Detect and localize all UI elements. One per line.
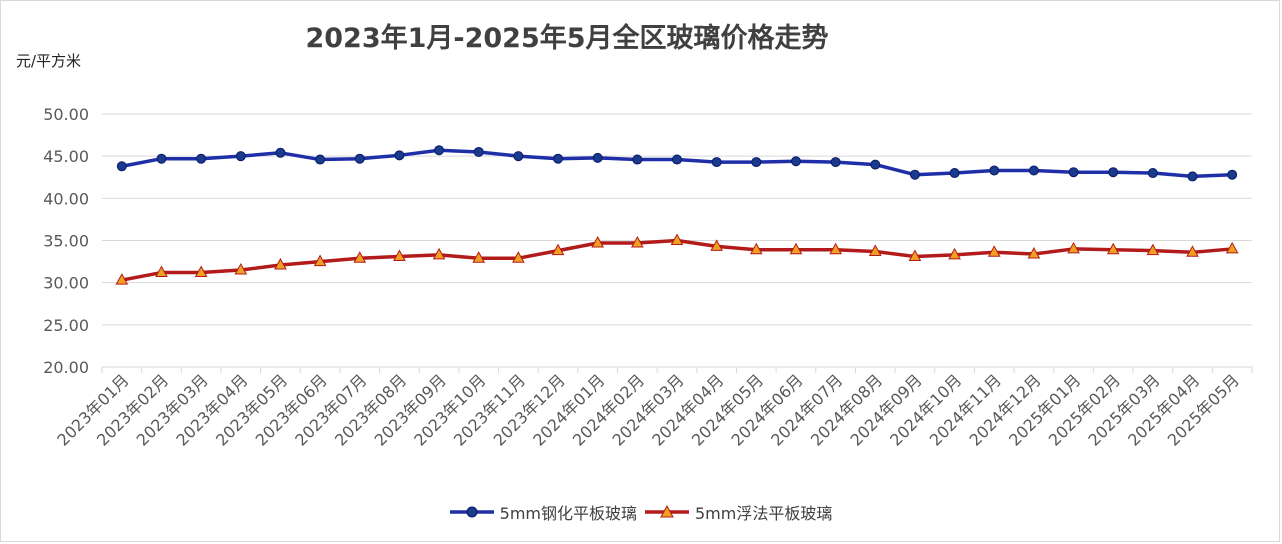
- data-point: [393, 249, 406, 262]
- data-point: [472, 251, 486, 263]
- data-point: [949, 168, 960, 179]
- legend-line-triangle-icon: [645, 504, 689, 518]
- data-point: [513, 151, 524, 162]
- data-point: [432, 247, 446, 260]
- data-point: [1028, 165, 1039, 176]
- chart-legend: 5mm钢化平板玻璃 5mm浮法平板玻璃: [0, 500, 1282, 524]
- data-point: [790, 156, 801, 167]
- data-point: [711, 157, 722, 168]
- legend-label-tempered: 5mm钢化平板玻璃: [499, 504, 637, 523]
- data-point: [672, 154, 682, 165]
- legend-item-tempered: 5mm钢化平板玻璃: [449, 500, 637, 524]
- data-point: [670, 233, 684, 245]
- legend-item-float: 5mm浮法平板玻璃: [645, 500, 832, 524]
- chart-title: 2023年1月-2025年5月全区玻璃价格走势: [305, 23, 829, 54]
- data-point: [1108, 167, 1119, 178]
- data-point: [591, 235, 605, 248]
- data-point: [632, 154, 643, 165]
- data-point: [592, 152, 603, 163]
- data-point: [115, 273, 129, 285]
- data-point: [116, 161, 127, 172]
- data-point: [1187, 171, 1198, 182]
- data-point: [235, 151, 246, 162]
- data-point: [948, 247, 961, 260]
- data-point: [353, 251, 367, 263]
- data-point: [234, 262, 248, 275]
- data-point: [196, 153, 207, 164]
- y-tick-label: 45.00: [43, 147, 89, 166]
- legend-line-circle-icon: [449, 506, 494, 518]
- data-point: [908, 249, 922, 262]
- data-point: [434, 145, 445, 156]
- data-point: [512, 251, 525, 263]
- data-point: [830, 157, 841, 168]
- data-point: [354, 153, 365, 164]
- data-point: [1027, 246, 1041, 259]
- y-axis-unit-label: 元/平方米: [16, 52, 82, 70]
- data-point: [1106, 242, 1120, 255]
- data-point: [1146, 243, 1160, 256]
- data-point: [630, 235, 644, 248]
- y-tick-label: 25.00: [43, 316, 89, 335]
- data-point: [1227, 169, 1238, 180]
- data-point: [1225, 241, 1239, 254]
- y-tick-label: 35.00: [43, 232, 89, 251]
- data-point: [868, 244, 882, 256]
- data-point: [987, 245, 1001, 257]
- y-tick-label: 50.00: [43, 105, 89, 124]
- data-point: [870, 159, 881, 170]
- legend-label-float: 5mm浮法平板玻璃: [695, 504, 833, 523]
- data-point: [989, 165, 1000, 176]
- data-point: [156, 153, 167, 164]
- data-point: [751, 157, 762, 168]
- y-tick-label: 40.00: [43, 189, 89, 208]
- data-point: [1067, 241, 1080, 254]
- data-point: [275, 147, 286, 158]
- data-point: [394, 150, 405, 161]
- data-point: [1068, 167, 1079, 178]
- data-point: [553, 153, 564, 164]
- data-point: [315, 154, 326, 165]
- data-point: [274, 257, 287, 270]
- data-point: [473, 146, 484, 157]
- data-point: [1186, 245, 1199, 257]
- data-point: [829, 242, 842, 255]
- data-point: [789, 242, 803, 255]
- data-point: [710, 239, 724, 251]
- data-point: [551, 243, 565, 256]
- data-point: [1147, 168, 1158, 179]
- data-point: [909, 169, 920, 180]
- data-point: [155, 265, 168, 278]
- y-tick-label: 20.00: [43, 358, 89, 377]
- data-point: [749, 242, 763, 255]
- data-point: [313, 254, 327, 267]
- y-tick-label: 30.00: [43, 274, 89, 293]
- series-line: [121, 238, 1233, 282]
- data-point: [194, 265, 208, 278]
